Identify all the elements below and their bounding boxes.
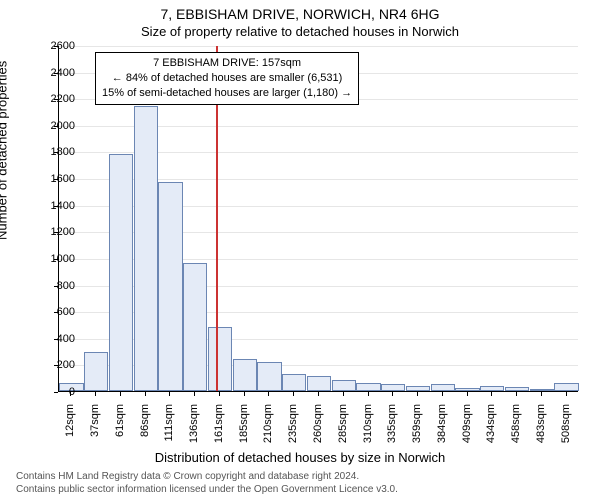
histogram-bar — [208, 327, 232, 391]
x-tick-mark — [417, 392, 418, 396]
x-tick-label: 310sqm — [362, 404, 374, 460]
histogram-bar — [505, 387, 529, 391]
x-tick-label: 260sqm — [312, 404, 324, 460]
plot-area: 7 EBBISHAM DRIVE: 157sqm ← 84% of detach… — [58, 46, 578, 392]
histogram-bar — [134, 106, 158, 391]
x-tick-mark — [566, 392, 567, 396]
footer-line-2: Contains public sector information licen… — [16, 484, 398, 497]
y-tick-mark — [54, 312, 58, 313]
x-tick-label: 136sqm — [188, 404, 200, 460]
x-tick-label: 185sqm — [238, 404, 250, 460]
x-tick-mark — [169, 392, 170, 396]
histogram-bar — [431, 384, 455, 391]
x-tick-mark — [318, 392, 319, 396]
y-tick-mark — [54, 286, 58, 287]
x-tick-label: 458sqm — [510, 404, 522, 460]
x-tick-mark — [145, 392, 146, 396]
x-tick-label: 409sqm — [461, 404, 473, 460]
x-tick-label: 434sqm — [485, 404, 497, 460]
histogram-bar — [84, 352, 108, 391]
info-box: 7 EBBISHAM DRIVE: 157sqm ← 84% of detach… — [95, 52, 359, 105]
y-tick-mark — [54, 152, 58, 153]
chart-root: 7, EBBISHAM DRIVE, NORWICH, NR4 6HG Size… — [0, 0, 600, 500]
x-tick-mark — [491, 392, 492, 396]
info-line-3: 15% of semi-detached houses are larger (… — [102, 86, 352, 101]
x-tick-mark — [541, 392, 542, 396]
histogram-bar — [455, 388, 479, 391]
y-tick-mark — [54, 179, 58, 180]
x-tick-mark — [368, 392, 369, 396]
x-tick-label: 508sqm — [560, 404, 572, 460]
x-tick-mark — [70, 392, 71, 396]
histogram-bar — [381, 384, 405, 391]
y-tick-mark — [54, 46, 58, 47]
x-tick-label: 483sqm — [535, 404, 547, 460]
x-tick-label: 384sqm — [436, 404, 448, 460]
info-line-2: ← 84% of detached houses are smaller (6,… — [102, 71, 352, 86]
histogram-bar — [530, 389, 554, 391]
y-tick-mark — [54, 392, 58, 393]
x-tick-label: 61sqm — [114, 404, 126, 460]
x-tick-mark — [268, 392, 269, 396]
y-tick-mark — [54, 259, 58, 260]
x-tick-mark — [442, 392, 443, 396]
x-tick-label: 210sqm — [262, 404, 274, 460]
histogram-bar — [554, 383, 578, 391]
chart-subtitle: Size of property relative to detached ho… — [0, 24, 600, 39]
y-tick-mark — [54, 126, 58, 127]
x-tick-mark — [194, 392, 195, 396]
x-tick-label: 12sqm — [64, 404, 76, 460]
chart-title: 7, EBBISHAM DRIVE, NORWICH, NR4 6HG — [0, 6, 600, 22]
histogram-bar — [356, 383, 380, 391]
histogram-bar — [282, 374, 306, 391]
x-tick-label: 37sqm — [89, 404, 101, 460]
y-tick-mark — [54, 206, 58, 207]
y-tick-mark — [54, 339, 58, 340]
x-tick-label: 86sqm — [139, 404, 151, 460]
x-tick-label: 235sqm — [287, 404, 299, 460]
y-tick-mark — [54, 365, 58, 366]
x-tick-mark — [343, 392, 344, 396]
x-tick-label: 359sqm — [411, 404, 423, 460]
x-tick-mark — [392, 392, 393, 396]
histogram-bar — [183, 263, 207, 391]
x-tick-mark — [244, 392, 245, 396]
x-tick-label: 285sqm — [337, 404, 349, 460]
x-tick-mark — [120, 392, 121, 396]
x-tick-label: 335sqm — [386, 404, 398, 460]
histogram-bar — [332, 380, 356, 391]
x-tick-mark — [467, 392, 468, 396]
gridline — [59, 46, 578, 47]
info-line-1: 7 EBBISHAM DRIVE: 157sqm — [102, 56, 352, 71]
y-axis-label: Number of detached properties — [0, 61, 10, 240]
histogram-bar — [257, 362, 281, 391]
histogram-bar — [406, 386, 430, 391]
x-tick-label: 161sqm — [213, 404, 225, 460]
y-tick-mark — [54, 232, 58, 233]
footer-attribution: Contains HM Land Registry data © Crown c… — [16, 471, 398, 496]
x-tick-label: 111sqm — [163, 404, 175, 460]
histogram-bar — [480, 386, 504, 391]
x-tick-mark — [219, 392, 220, 396]
x-tick-mark — [95, 392, 96, 396]
y-tick-mark — [54, 73, 58, 74]
histogram-bar — [307, 376, 331, 391]
histogram-bar — [158, 182, 182, 391]
footer-line-1: Contains HM Land Registry data © Crown c… — [16, 471, 398, 484]
histogram-bar — [233, 359, 257, 391]
histogram-bar — [109, 154, 133, 391]
x-tick-mark — [293, 392, 294, 396]
y-tick-mark — [54, 99, 58, 100]
x-tick-mark — [516, 392, 517, 396]
